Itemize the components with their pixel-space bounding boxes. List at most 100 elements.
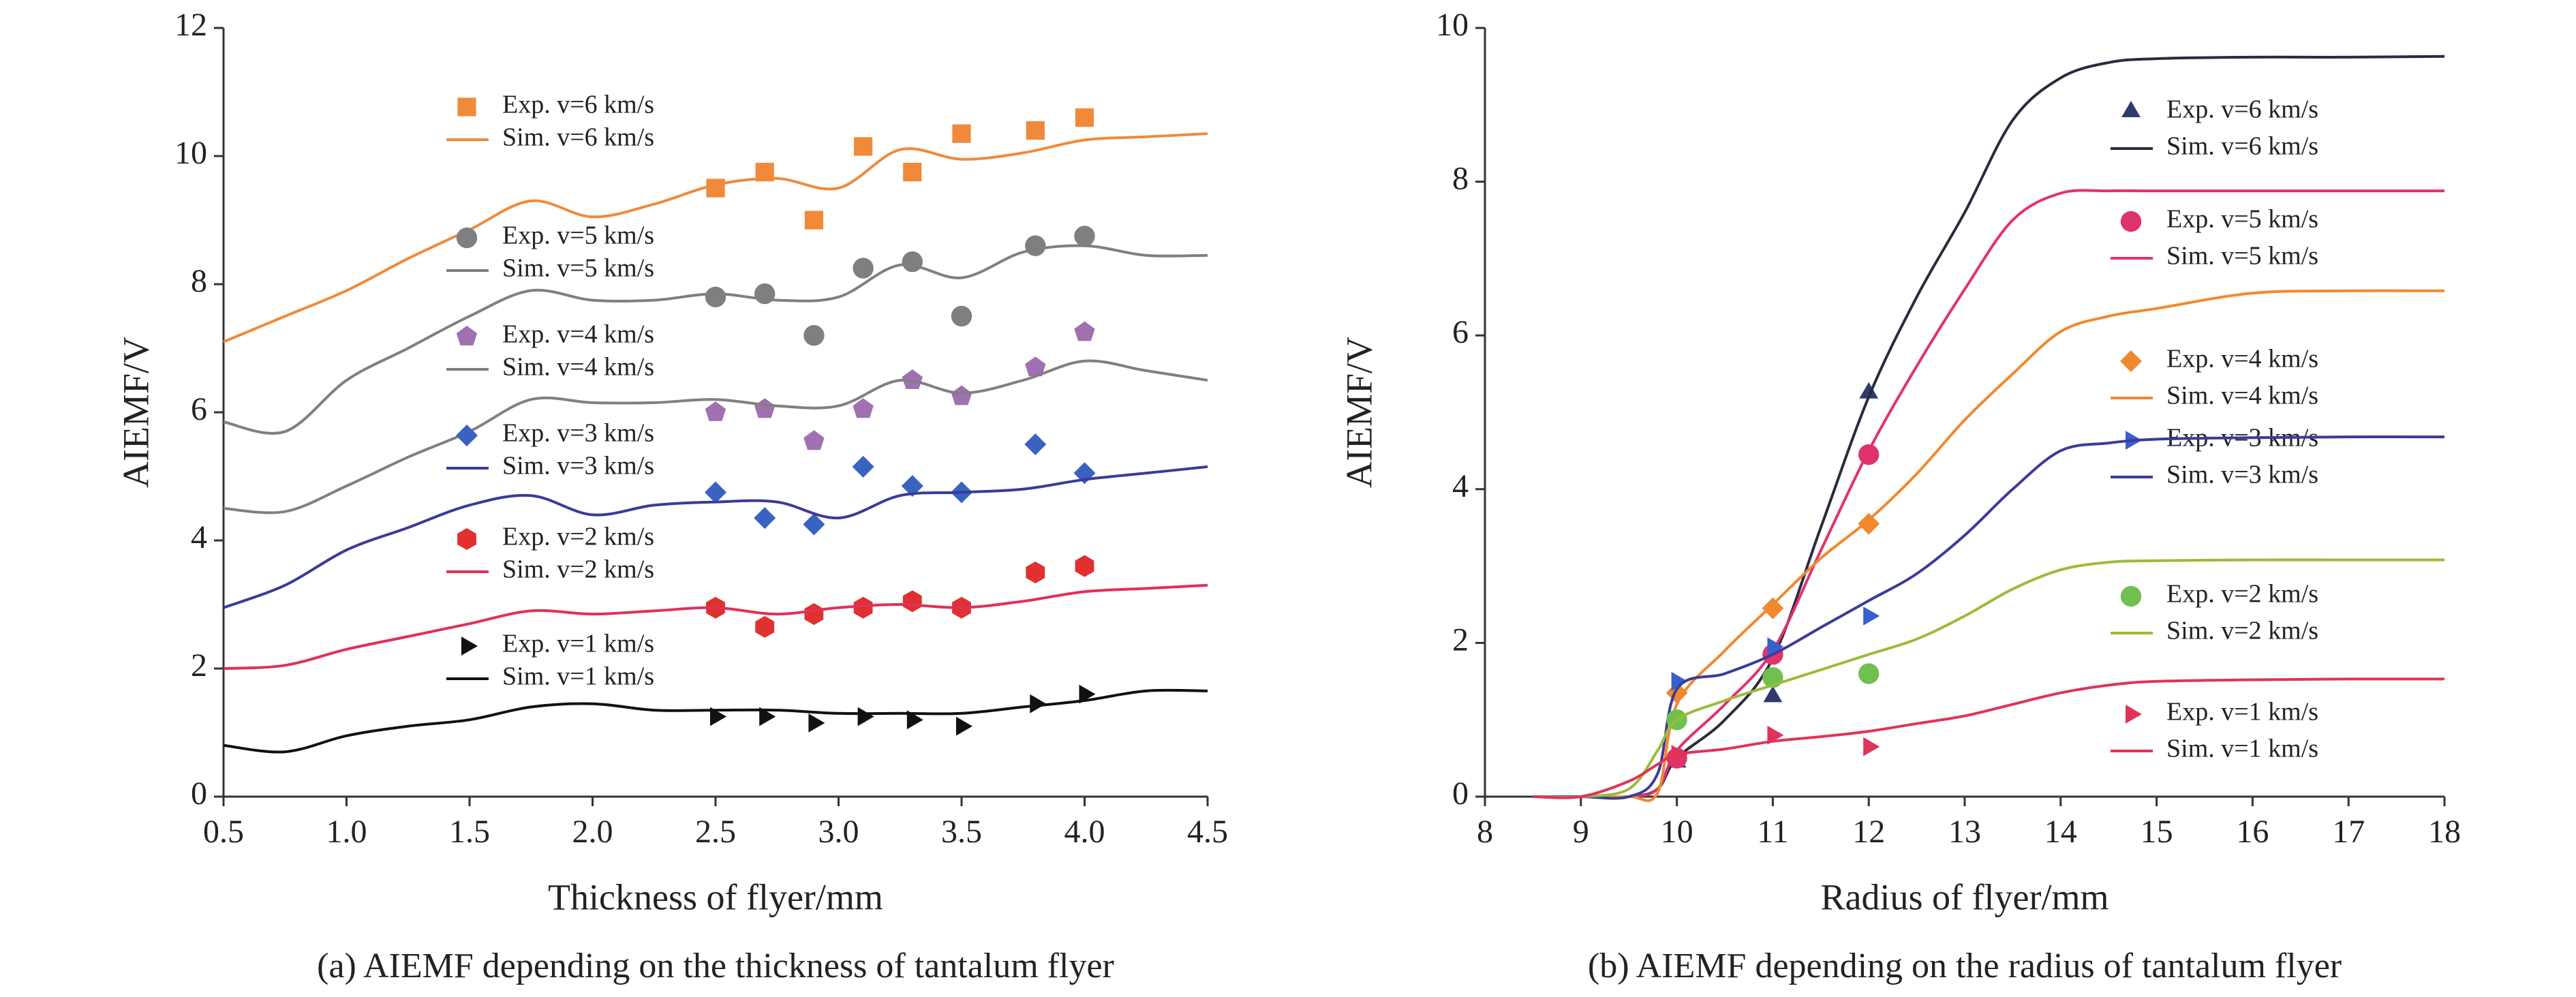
legend-marker xyxy=(2126,705,2142,724)
legend-marker xyxy=(2120,211,2142,232)
exp-point xyxy=(1762,597,1784,619)
exp-point xyxy=(857,707,874,726)
y-tick-label: 6 xyxy=(191,391,207,427)
x-tick-label: 1.0 xyxy=(326,814,367,850)
y-tick-label: 10 xyxy=(1436,7,1469,43)
x-axis-label: Thickness of flyer/mm xyxy=(548,876,883,917)
exp-point xyxy=(1079,684,1096,704)
x-tick-label: 18 xyxy=(2428,814,2461,850)
exp-point xyxy=(906,710,923,730)
exp-point xyxy=(808,714,825,733)
x-tick-label: 3.5 xyxy=(941,814,982,850)
caption: (a) AIEMF depending on the thickness of … xyxy=(317,947,1114,985)
y-tick-label: 8 xyxy=(1452,161,1469,197)
legend-label: Exp. v=1 km/s xyxy=(2166,698,2318,726)
exp-point xyxy=(1858,663,1880,684)
x-tick-label: 10 xyxy=(1661,814,1693,850)
legend-label: Sim. v=3 km/s xyxy=(502,452,654,480)
exp-point xyxy=(1763,686,1783,703)
exp-point xyxy=(902,251,923,273)
exp-point xyxy=(1858,512,1880,535)
exp-point xyxy=(853,596,873,619)
y-tick-label: 10 xyxy=(174,135,207,171)
exp-point xyxy=(706,179,725,198)
x-tick-label: 16 xyxy=(2236,814,2269,850)
exp-point xyxy=(1030,694,1047,714)
legend-marker xyxy=(2120,585,2142,607)
legend-marker xyxy=(2120,350,2142,372)
exp-point xyxy=(1767,637,1784,656)
sim-line xyxy=(223,465,1208,609)
legend-marker xyxy=(2121,101,2141,117)
y-tick-label: 12 xyxy=(174,7,207,43)
legend-label: Sim. v=4 km/s xyxy=(502,353,654,382)
legend-label: Exp. v=4 km/s xyxy=(502,320,654,349)
exp-point xyxy=(705,286,726,307)
exp-point xyxy=(705,481,726,504)
sim-line xyxy=(223,359,1208,515)
legend-label: Exp. v=3 km/s xyxy=(502,419,654,448)
exp-point xyxy=(1024,433,1047,455)
x-tick-label: 14 xyxy=(2044,814,2077,850)
legend-marker xyxy=(456,326,478,346)
x-tick-label: 3.0 xyxy=(818,814,859,850)
exp-point xyxy=(759,707,776,726)
y-tick-label: 8 xyxy=(191,263,207,299)
x-tick-label: 9 xyxy=(1573,814,1589,850)
exp-point xyxy=(903,162,922,182)
legend-label: Sim. v=1 km/s xyxy=(502,662,654,691)
exp-point xyxy=(705,401,726,421)
exp-point xyxy=(952,124,971,143)
exp-point xyxy=(1026,121,1045,140)
y-tick-label: 4 xyxy=(1452,468,1469,504)
exp-point xyxy=(1074,321,1095,341)
x-tick-label: 2.5 xyxy=(695,814,736,850)
exp-point xyxy=(951,385,972,405)
exp-point xyxy=(1671,671,1688,691)
exp-point xyxy=(804,211,823,230)
exp-point xyxy=(853,258,874,279)
sim-line xyxy=(223,244,1208,435)
legend-label: Sim. v=5 km/s xyxy=(2166,242,2318,271)
x-tick-label: 12 xyxy=(1852,814,1885,850)
exp-point xyxy=(804,603,824,626)
x-axis-label: Radius of flyer/mm xyxy=(1821,876,2109,917)
exp-point xyxy=(1026,562,1045,583)
exp-point xyxy=(1025,235,1046,256)
exp-point xyxy=(951,305,972,327)
x-tick-label: 0.5 xyxy=(203,814,244,850)
sim-line xyxy=(223,583,1208,670)
legend-marker xyxy=(457,528,476,550)
legend-label: Exp. v=6 km/s xyxy=(502,91,654,119)
x-tick-label: 4.5 xyxy=(1187,814,1228,850)
legend-label: Exp. v=5 km/s xyxy=(502,221,654,250)
sim-line xyxy=(1533,189,2444,799)
exp-point xyxy=(852,455,874,478)
exp-point xyxy=(803,430,825,450)
legend-label: Exp. v=2 km/s xyxy=(2166,580,2318,609)
exp-point xyxy=(1859,382,1879,399)
x-tick-label: 11 xyxy=(1757,814,1788,850)
legend-label: Sim. v=4 km/s xyxy=(2166,382,2318,410)
exp-point xyxy=(1074,226,1095,247)
legend-label: Exp. v=6 km/s xyxy=(2166,95,2318,124)
legend-label: Sim. v=2 km/s xyxy=(502,555,654,584)
legend-label: Exp. v=4 km/s xyxy=(2166,345,2318,373)
y-tick-label: 6 xyxy=(1452,314,1469,350)
legend-label: Exp. v=5 km/s xyxy=(2166,205,2318,234)
exp-point xyxy=(803,325,825,346)
legend-label: Sim. v=2 km/s xyxy=(2166,617,2318,645)
legend-marker xyxy=(456,425,478,446)
x-tick-label: 1.5 xyxy=(449,814,490,850)
x-tick-label: 15 xyxy=(2141,814,2173,850)
legend-marker xyxy=(457,97,476,117)
y-tick-label: 2 xyxy=(1452,622,1469,658)
exp-point xyxy=(755,615,775,638)
sim-line xyxy=(223,132,1208,343)
sim-line xyxy=(1533,558,2444,799)
exp-point xyxy=(902,369,923,389)
legend-label: Sim. v=3 km/s xyxy=(2166,461,2318,489)
x-tick-label: 13 xyxy=(1948,814,1981,850)
exp-point xyxy=(1075,555,1094,577)
exp-point xyxy=(956,716,972,736)
